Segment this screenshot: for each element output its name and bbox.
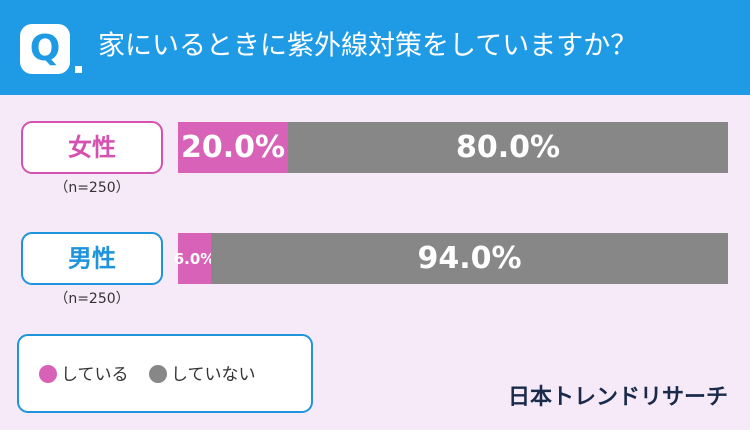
q-letter: Q (30, 28, 61, 69)
value-label: 94.0% (417, 241, 521, 276)
category-box (21, 121, 163, 174)
brand-logo: 日本トレンドリサーチ (508, 385, 728, 410)
bar-segment (288, 122, 728, 173)
legend-swatch (149, 365, 167, 383)
bar-segment (178, 122, 288, 173)
sample-size: （n=250） (54, 180, 129, 196)
bar-segment (178, 233, 211, 284)
q-dot (75, 66, 82, 73)
header-band (0, 0, 750, 95)
category-box (21, 232, 163, 285)
value-label: 6.0% (174, 250, 216, 268)
sample-size: （n=250） (54, 291, 129, 307)
category-label: 女性 (68, 134, 116, 162)
value-label: 80.0% (456, 130, 560, 165)
value-label: 20.0% (181, 130, 285, 165)
bar-segment (211, 233, 728, 284)
question: 家にいるときに紫外線対策をしていますか？ (98, 31, 637, 62)
q-icon (20, 24, 70, 74)
legend-swatch (39, 365, 57, 383)
category-label: 男性 (68, 245, 116, 273)
legend-label: している (61, 365, 129, 385)
legend-label: していない (171, 365, 256, 385)
